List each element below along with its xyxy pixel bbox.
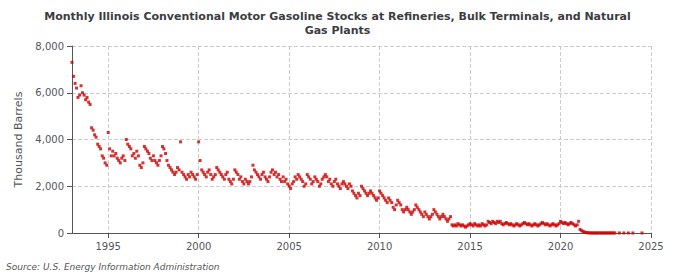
svg-text:2005: 2005 — [276, 241, 301, 252]
svg-text:2020: 2020 — [548, 241, 573, 252]
svg-text:1995: 1995 — [95, 241, 120, 252]
svg-text:6,000: 6,000 — [35, 87, 64, 98]
svg-text:2025: 2025 — [638, 241, 663, 252]
svg-text:2,000: 2,000 — [35, 181, 64, 192]
svg-text:2000: 2000 — [186, 241, 211, 252]
svg-text:2015: 2015 — [457, 241, 482, 252]
svg-text:0: 0 — [58, 228, 64, 239]
svg-text:Thousand Barrels: Thousand Barrels — [12, 91, 25, 188]
svg-text:4,000: 4,000 — [35, 134, 64, 145]
svg-text:Gas Plants: Gas Plants — [305, 24, 371, 37]
svg-text:Monthly Illinois Conventional: Monthly Illinois Conventional Motor Gaso… — [44, 10, 631, 23]
svg-text:2010: 2010 — [367, 241, 392, 252]
svg-text:Source: U.S. Energy Informatio: Source: U.S. Energy Information Administ… — [6, 262, 220, 272]
svg-text:8,000: 8,000 — [35, 41, 64, 52]
